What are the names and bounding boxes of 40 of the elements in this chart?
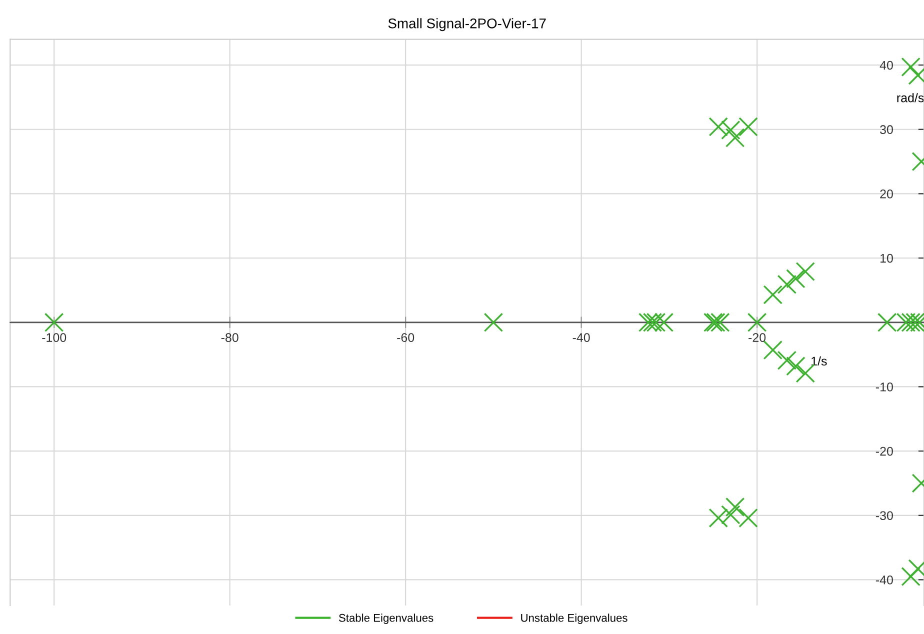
y-tick-label: 20 xyxy=(880,190,893,198)
x-tick-label: -80 xyxy=(221,333,238,342)
point xyxy=(786,269,806,288)
legend-label: Stable Eigenvalues xyxy=(338,614,434,624)
point xyxy=(763,285,782,304)
x-tick-label: -40 xyxy=(572,333,590,342)
chart-title: Small Signal-2PO-Vier-17 xyxy=(388,18,546,32)
point xyxy=(708,117,728,136)
point xyxy=(901,57,920,77)
point xyxy=(786,356,806,376)
point xyxy=(725,497,745,517)
point xyxy=(710,312,730,332)
point xyxy=(747,312,767,332)
y-tick-label: 10 xyxy=(880,254,893,263)
point xyxy=(777,350,797,370)
y-tick-label: 30 xyxy=(880,125,893,134)
y-axis-title: rad/s xyxy=(897,93,924,102)
point xyxy=(484,312,504,332)
point xyxy=(642,312,662,332)
x-tick-label: -60 xyxy=(397,333,414,342)
y-tick-label: -40 xyxy=(876,576,893,584)
y-tick-label: -30 xyxy=(876,511,893,520)
point xyxy=(796,262,815,282)
point xyxy=(901,312,920,332)
legend-label: Unstable Eigenvalues xyxy=(521,614,628,624)
y-tick-label: -20 xyxy=(876,446,893,456)
y-tick-label: -10 xyxy=(876,382,893,392)
x-axis-title: 1/s xyxy=(812,356,827,366)
point xyxy=(44,312,64,332)
x-tick-label: -20 xyxy=(748,333,766,342)
y-tick-label: 40 xyxy=(880,60,893,70)
point xyxy=(906,312,924,332)
point xyxy=(646,312,666,332)
point xyxy=(796,364,815,383)
point xyxy=(708,508,728,528)
point xyxy=(763,340,782,360)
point xyxy=(725,128,745,148)
point xyxy=(777,274,797,294)
point xyxy=(901,566,920,586)
x-tick-label: -100 xyxy=(42,333,66,342)
